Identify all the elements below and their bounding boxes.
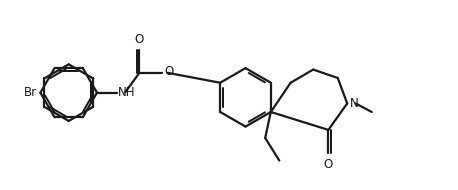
- Text: O: O: [164, 65, 174, 78]
- Text: Br: Br: [24, 86, 37, 99]
- Text: O: O: [324, 158, 333, 171]
- Text: NH: NH: [118, 86, 136, 99]
- Text: O: O: [135, 33, 144, 46]
- Text: N: N: [350, 97, 359, 110]
